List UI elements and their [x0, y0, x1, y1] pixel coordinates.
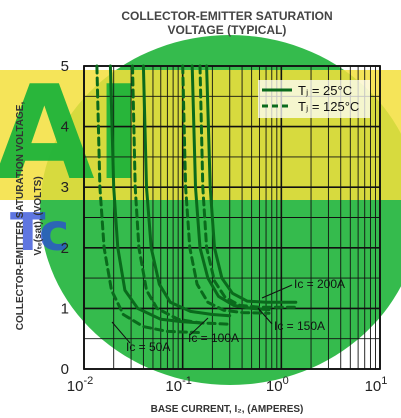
- series-line-dashed-150a: [181, 64, 271, 315]
- y-tick-label: 3: [61, 179, 69, 196]
- series-line-dashed-50a: [95, 64, 202, 335]
- annotation-ic-100a: Iᴄ = 100A: [188, 331, 239, 345]
- y-tick-label: 0: [61, 361, 69, 378]
- x-tick-label: 10-2: [67, 375, 93, 395]
- y-tick-label: 5: [61, 58, 69, 75]
- annotation-pointer-50a: [111, 321, 131, 344]
- y-axis-label-units: Vₜₑ(sat), (VOLTS): [33, 176, 44, 255]
- annotation-ic-50a: Iᴄ = 50A: [126, 340, 170, 354]
- chart-title: COLLECTOR-EMITTER SATURATION: [121, 9, 332, 23]
- y-axis-label: COLLECTOR-EMITTER SATURATION VOLTAGE,: [15, 102, 26, 331]
- annotation-pointer-200a: [261, 284, 293, 299]
- x-tick-labels: 10-2 10-1 100 101: [67, 375, 388, 395]
- y-tick-labels: 0 1 2 3 4 5: [61, 58, 69, 378]
- annotation-ic-200a: Iᴄ = 200A: [294, 277, 345, 291]
- legend: Tⱼ = 25°C Tⱼ = 125°C: [258, 80, 370, 118]
- annotation-pointer-100a: [189, 317, 209, 336]
- x-tick-label: 10-1: [165, 375, 191, 395]
- legend-box: [258, 80, 370, 118]
- y-tick-label: 2: [61, 240, 69, 257]
- watermark-text-bottom: Tc: [10, 203, 69, 263]
- watermark-text-top: AI: [0, 57, 143, 209]
- legend-entry-25c: Tⱼ = 25°C: [298, 83, 352, 98]
- plot-frame: [83, 65, 381, 370]
- series-line-solid-200a: [205, 64, 298, 304]
- series-line-dashed-100a: [131, 64, 232, 326]
- series-line-dashed-200a: [198, 64, 298, 309]
- legend-entry-125c: Tⱼ = 125°C: [298, 99, 359, 114]
- chart-subtitle: VOLTAGE (TYPICAL): [168, 23, 287, 37]
- series-line-solid-100a: [141, 64, 232, 318]
- series-line-solid-150a: [190, 64, 271, 312]
- annotation-ic-150a: Iᴄ = 150A: [274, 319, 325, 333]
- y-tick-label: 1: [61, 300, 69, 317]
- x-tick-label: 100: [266, 375, 289, 395]
- x-tick-label: 101: [365, 375, 388, 395]
- x-axis-label: BASE CURRENT, I₂, (AMPERES): [151, 404, 304, 415]
- series-line-solid-50a: [108, 64, 202, 325]
- annotations: Iᴄ = 200A Iᴄ = 150A Iᴄ = 100A Iᴄ = 50A: [111, 277, 345, 354]
- annotation-pointer-150a: [257, 307, 273, 325]
- curves: [95, 64, 298, 335]
- y-tick-label: 4: [61, 119, 69, 136]
